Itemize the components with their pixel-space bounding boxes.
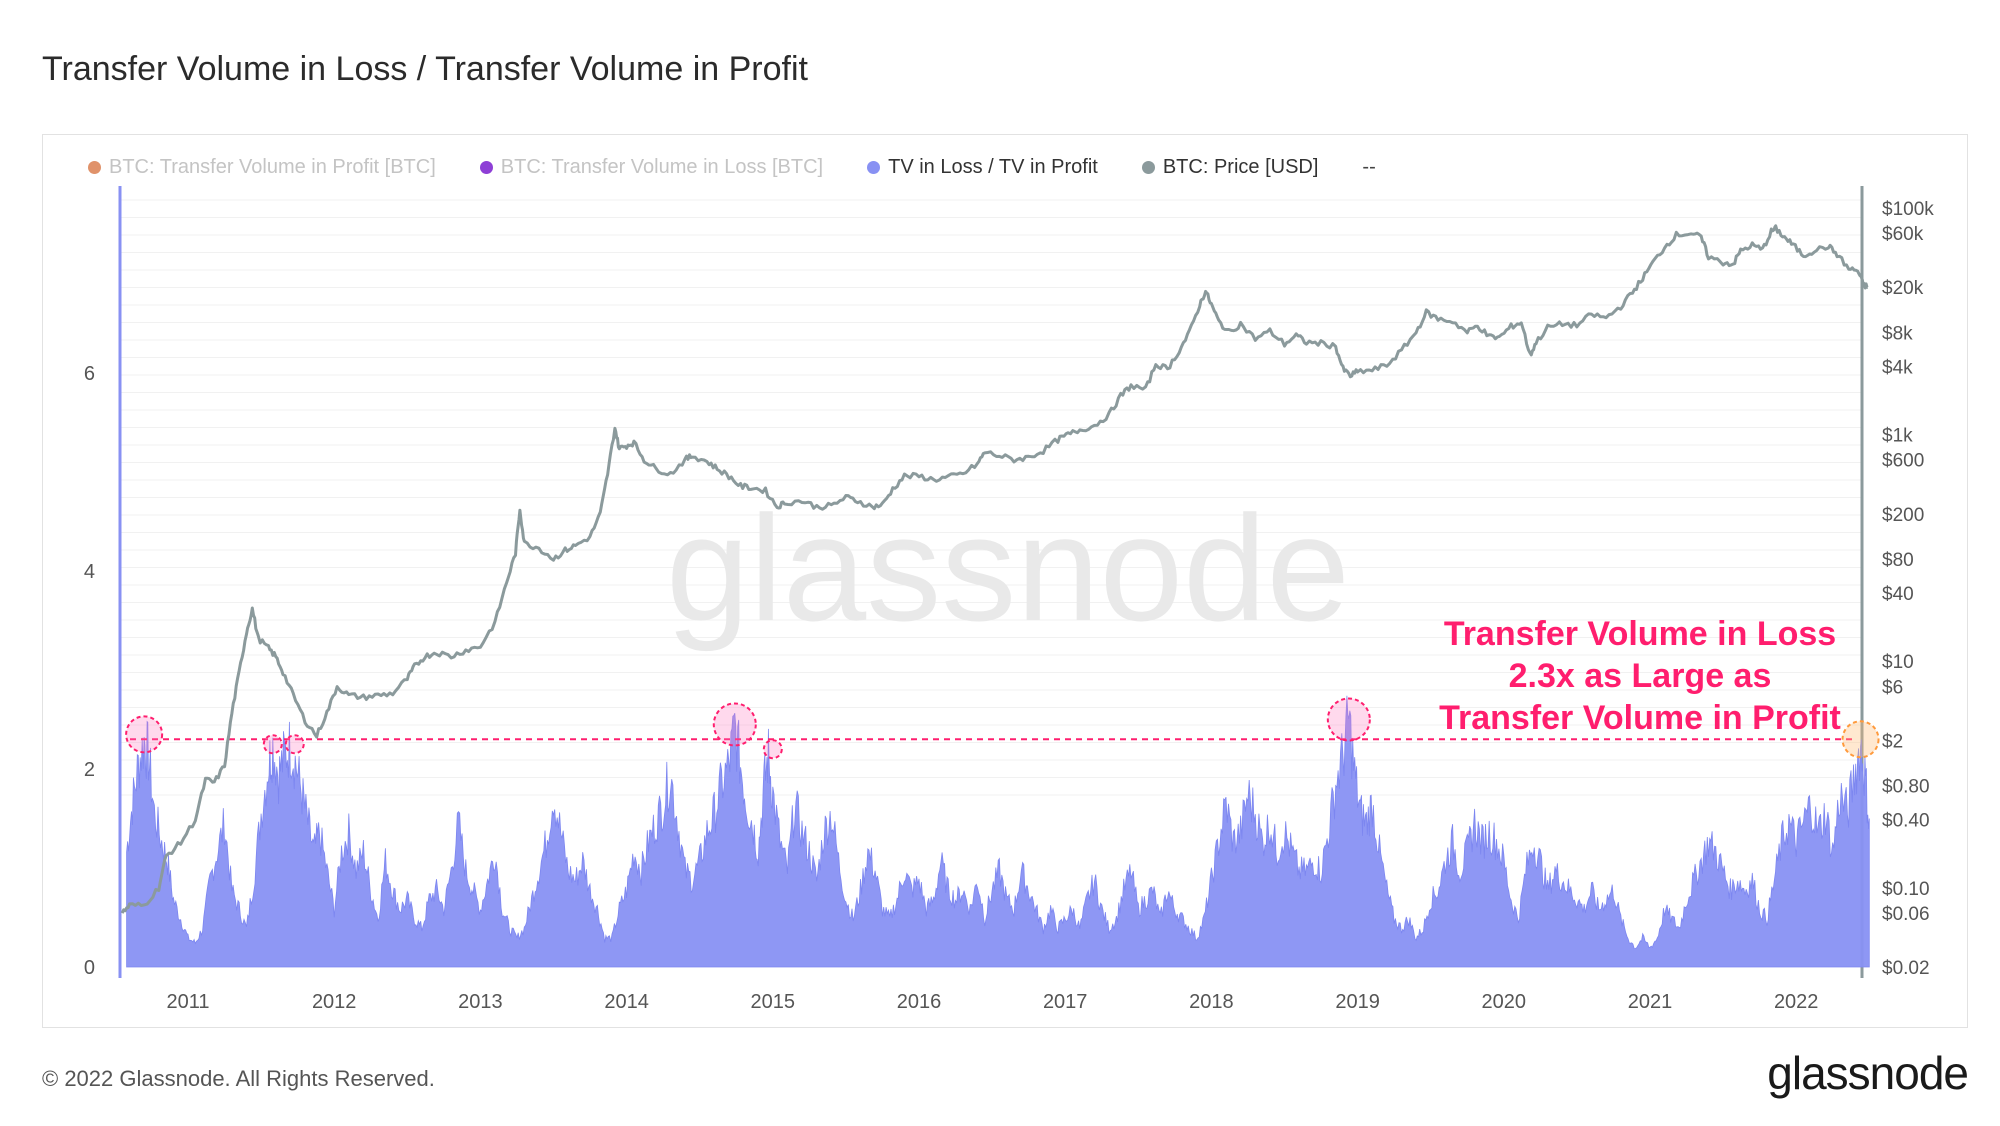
y-right-tick-label: $1k (1882, 426, 1913, 447)
annotation-text-line: 2.3x as Large as (1509, 657, 1772, 695)
legend-label-loss: BTC: Transfer Volume in Loss [BTC] (500, 155, 824, 178)
x-tick-label: 2013 (458, 991, 503, 1013)
y-right-tick-label: $6 (1882, 677, 1903, 698)
x-tick-label: 2017 (1043, 991, 1088, 1013)
x-tick-label: 2020 (1482, 991, 1527, 1013)
legend-dot-price (1141, 160, 1155, 174)
legend-extra[interactable]: -- (1362, 155, 1376, 178)
y-right-tick-label: $100k (1882, 199, 1934, 220)
y-left-tick-label: 0 (84, 957, 95, 979)
chart-title: Transfer Volume in Loss / Transfer Volum… (42, 50, 808, 88)
watermark-text: glassnode (666, 484, 1350, 652)
y-right-tick-label: $0.40 (1882, 811, 1930, 832)
annotation-text-line: Transfer Volume in Loss (1444, 615, 1836, 653)
x-tick-label: 2022 (1774, 991, 1819, 1013)
copyright-footer: © 2022 Glassnode. All Rights Reserved. (42, 1066, 435, 1091)
peak-highlight-marker (1841, 720, 1880, 759)
y-right-tick-label: $20k (1882, 278, 1924, 299)
x-tick-label: 2012 (312, 991, 357, 1013)
y-right-tick-label: $0.02 (1882, 958, 1930, 979)
y-left-tick-label: 4 (84, 561, 95, 583)
peak-highlight-marker (125, 715, 164, 754)
x-tick-label: 2014 (604, 991, 649, 1013)
peak-highlight-marker (712, 702, 757, 747)
x-tick-label: 2015 (751, 991, 796, 1013)
x-tick-label: 2018 (1189, 991, 1234, 1013)
y-right-tick-label: $2 (1882, 731, 1903, 752)
ratio-area-series (126, 695, 1870, 968)
y-left-tick-label: 2 (84, 759, 95, 781)
y-left-tick-label: 6 (84, 363, 95, 385)
legend-item-price[interactable]: BTC: Price [USD] (1141, 155, 1319, 179)
legend-label-ratio: TV in Loss / TV in Profit (888, 155, 1098, 178)
y-right-tick-label: $8k (1882, 323, 1913, 344)
x-tick-label: 2019 (1335, 991, 1380, 1013)
legend-dot-profit (88, 160, 101, 174)
y-right-tick-label: $600 (1882, 451, 1924, 472)
chart-frame (42, 134, 1968, 1028)
peak-highlight-marker (1326, 697, 1371, 742)
legend-item-ratio[interactable]: TV in Loss / TV in Profit (867, 156, 1098, 179)
brand-logo: glassnode (1767, 1047, 1969, 1099)
legend-label-price: BTC: Price [USD] (1162, 155, 1319, 178)
y-right-tick-label: $0.06 (1882, 904, 1930, 925)
y-right-tick-label: $80 (1882, 550, 1914, 571)
y-right-tick-label: $60k (1882, 224, 1924, 245)
y-right-tick-label: $10 (1882, 652, 1914, 673)
legend-item-loss[interactable]: BTC: Transfer Volume in Loss [BTC] (479, 155, 824, 179)
y-right-tick-label: $40 (1882, 584, 1914, 605)
y-right-tick-label: $0.80 (1882, 776, 1930, 797)
legend-dot-ratio (867, 160, 881, 174)
chart-legend: BTC: Transfer Volume in Profit [BTC] BTC… (88, 152, 1420, 182)
annotation-text-line: Transfer Volume in Profit (1439, 699, 1841, 737)
y-right-tick-label: $0.10 (1882, 879, 1930, 900)
price-line-series (120, 224, 1869, 914)
legend-item-profit[interactable]: BTC: Transfer Volume in Profit [BTC] (88, 156, 436, 179)
x-tick-label: 2016 (897, 991, 942, 1013)
x-tick-label: 2021 (1628, 991, 1673, 1013)
y-right-tick-label: $4k (1882, 357, 1913, 378)
x-tick-label: 2011 (166, 991, 209, 1013)
peak-highlight-marker (762, 739, 783, 760)
y-right-tick-label: $200 (1882, 505, 1924, 526)
legend-label-profit: BTC: Transfer Volume in Profit [BTC] (109, 155, 436, 178)
peak-highlight-marker (262, 734, 283, 755)
legend-dot-loss (479, 160, 493, 174)
peak-highlight-marker (284, 734, 305, 755)
